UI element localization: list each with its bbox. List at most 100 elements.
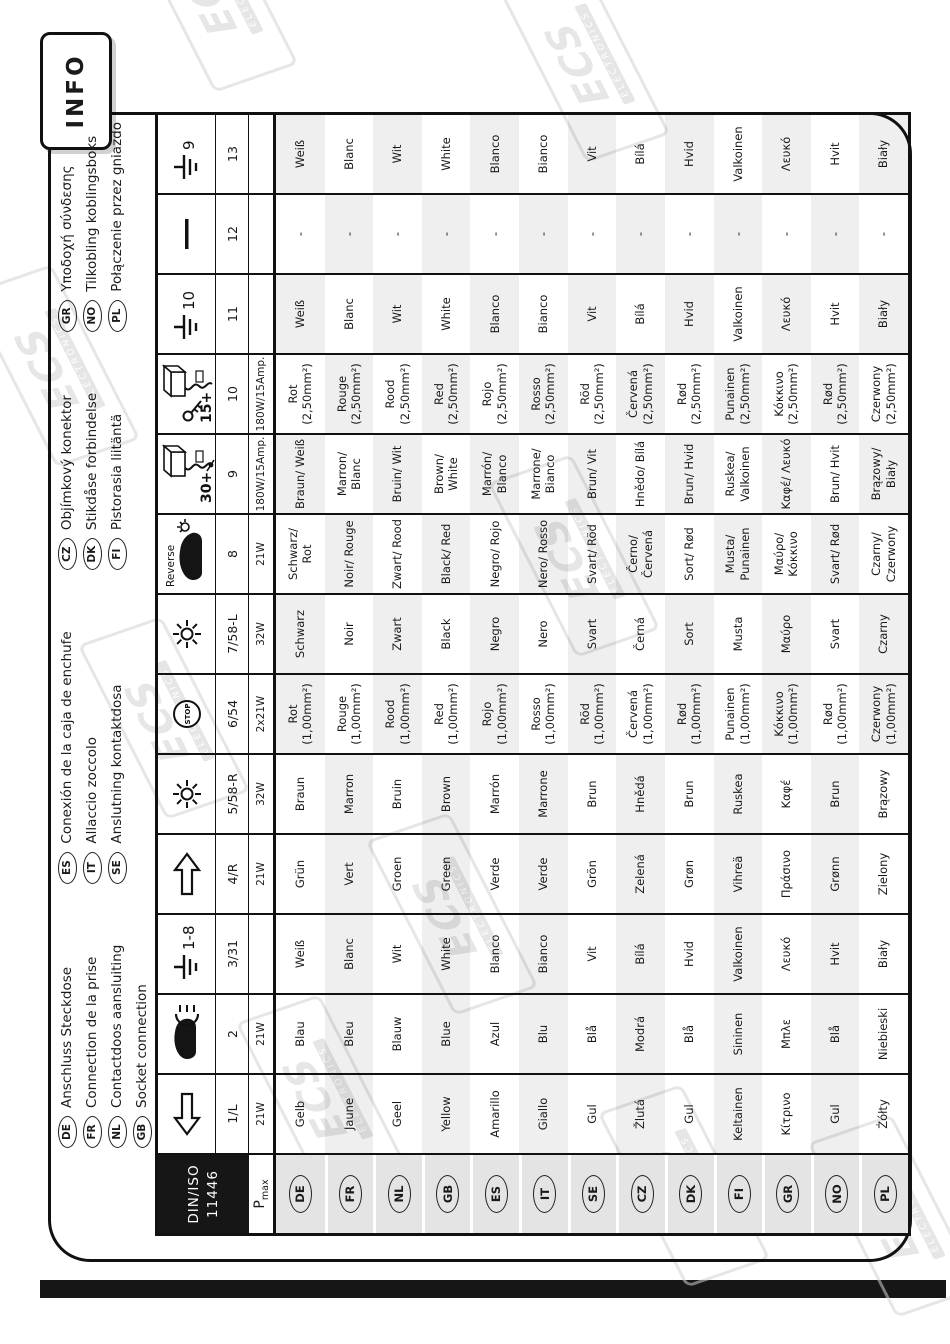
color-cell: Black <box>421 595 471 675</box>
color-cell: Verde <box>470 835 520 915</box>
legend-item-label: Anslutning kontaktdosa <box>109 684 125 844</box>
pin-icon-cell: 9 <box>158 115 216 195</box>
pin-icon-cell: 10 <box>158 275 216 355</box>
color-cell: Amarillo <box>470 1075 520 1155</box>
legend-item: ES Conexión de la caja de enchufe <box>56 631 78 884</box>
arrow-right-icon <box>172 851 202 897</box>
color-cell: Verde <box>519 835 568 915</box>
color-cell: Negro <box>470 595 520 675</box>
color-cell: Niebieski <box>859 995 908 1075</box>
color-cell: Marron/ Blanc <box>324 435 374 515</box>
color-cell: Zielony <box>859 835 908 915</box>
color-cell: Rojo (1,00mm²) <box>470 675 520 755</box>
svg-text:30+: 30+ <box>199 472 215 503</box>
language-badge: ES <box>484 1175 508 1213</box>
color-cell: Bílá <box>616 115 665 195</box>
tail-lamp-icon <box>168 775 206 813</box>
pin-icon-cell: 30+ <box>158 435 216 515</box>
language-row-badge-cell: SE <box>567 1155 617 1233</box>
color-cell: Negro/ Rojo <box>470 515 520 595</box>
color-cell: Κίτρινο <box>762 1075 811 1155</box>
color-cell: Zelená <box>616 835 665 915</box>
reverse-lamp-icon: Reverse <box>163 518 211 590</box>
pmax-label-cell: Pmax <box>249 1155 276 1233</box>
color-cell: Biały <box>859 275 908 355</box>
color-cell: Hvit <box>810 915 860 995</box>
language-code-badge: GB <box>132 1116 152 1148</box>
color-cell: Blu <box>519 995 568 1075</box>
color-cell: Rosso (2,50mm²) <box>519 355 568 435</box>
color-cell: Κόκκινο (1,00mm²) <box>762 675 811 755</box>
color-cell: Blå <box>664 995 714 1075</box>
color-cell: Καφέ <box>762 755 811 835</box>
color-cell: Röd (2,50mm²) <box>567 355 617 435</box>
color-cell: Gul <box>567 1075 617 1155</box>
color-cell: Keltainen <box>713 1075 763 1155</box>
color-cell: Červená (1,00mm²) <box>616 675 665 755</box>
legend: DE Anschluss Steckdose FR Connection de la … <box>56 122 153 1148</box>
color-cell: Hvid <box>664 915 714 995</box>
color-cell: Brun/ Hvit <box>810 435 860 515</box>
color-cell: Hnědá <box>616 755 665 835</box>
color-cell: White <box>421 275 471 355</box>
color-cell: White <box>421 915 471 995</box>
color-cell: Valkoinen <box>713 915 763 995</box>
color-cell: Sort/ Rød <box>664 515 714 595</box>
pmax-value-cell: 2x21W <box>249 675 276 755</box>
color-cell: Λευκό <box>762 275 811 355</box>
pin-icon-cell <box>158 595 216 675</box>
color-cell: - <box>567 195 617 275</box>
color-cell: Hnědo/ Bílá <box>616 435 665 515</box>
color-cell: - <box>762 195 811 275</box>
pmax-value-cell: 21W <box>249 1075 276 1155</box>
language-badge: DE <box>288 1175 312 1213</box>
color-cell: Black/ Red <box>421 515 471 595</box>
language-badge: PL <box>873 1175 897 1213</box>
color-cell: Gul <box>664 1075 714 1155</box>
language-row-badge-cell: PL <box>859 1155 908 1233</box>
color-cell: Černá <box>616 595 665 675</box>
svg-text:15+: 15+ <box>199 392 215 423</box>
color-cell: Rød (1,00mm²) <box>810 675 860 755</box>
standard-cell: DIN/ISO 11446 <box>158 1155 249 1233</box>
color-cell: Valkoinen <box>713 115 763 195</box>
color-cell: Punainen (1,00mm²) <box>713 675 763 755</box>
color-cell: Modrá <box>616 995 665 1075</box>
color-cell: Biały <box>859 115 908 195</box>
tail-lamp-icon <box>168 615 206 653</box>
pmax-value-cell: 180W/15Amp. <box>249 355 276 435</box>
color-cell: Zwart <box>373 595 422 675</box>
legend-item: FR Connection de la prise <box>81 945 103 1148</box>
language-code-badge: SE <box>107 851 127 884</box>
ground-icon: 9 <box>169 125 205 183</box>
language-badge: GR <box>776 1175 800 1213</box>
pin-number-cell: 1/L <box>216 1075 249 1155</box>
color-cell: - <box>859 195 908 275</box>
color-cell: - <box>713 195 763 275</box>
pin-icon-cell <box>158 835 216 915</box>
language-badge: DK <box>679 1175 703 1213</box>
language-row-badge-cell: DK <box>664 1155 714 1233</box>
color-cell: Vert <box>324 835 374 915</box>
pmax-value-cell: 32W <box>249 595 276 675</box>
color-cell: - <box>519 195 568 275</box>
color-cell: Braun <box>276 755 325 835</box>
color-cell: Hvit <box>810 115 860 195</box>
color-cell: - <box>810 195 860 275</box>
color-cell: - <box>373 195 422 275</box>
color-cell: Noir <box>324 595 374 675</box>
pmax-value-cell <box>249 275 276 355</box>
color-cell: Green <box>421 835 471 915</box>
color-cell: Blanc <box>324 275 374 355</box>
language-row-badge-cell: DE <box>276 1155 325 1233</box>
color-cell: - <box>276 195 325 275</box>
color-cell: Rot (2,50mm²) <box>276 355 325 435</box>
legend-item: IT Allaccio zoccolo <box>81 631 103 884</box>
legend-group: CZ Objímkový konektor DK Stikdåse forbindel… <box>56 393 153 571</box>
pin-number-cell: 6/54 <box>216 675 249 755</box>
color-cell: Nero <box>519 595 568 675</box>
color-cell: Geel <box>373 1075 422 1155</box>
pmax-value-cell: 32W <box>249 755 276 835</box>
